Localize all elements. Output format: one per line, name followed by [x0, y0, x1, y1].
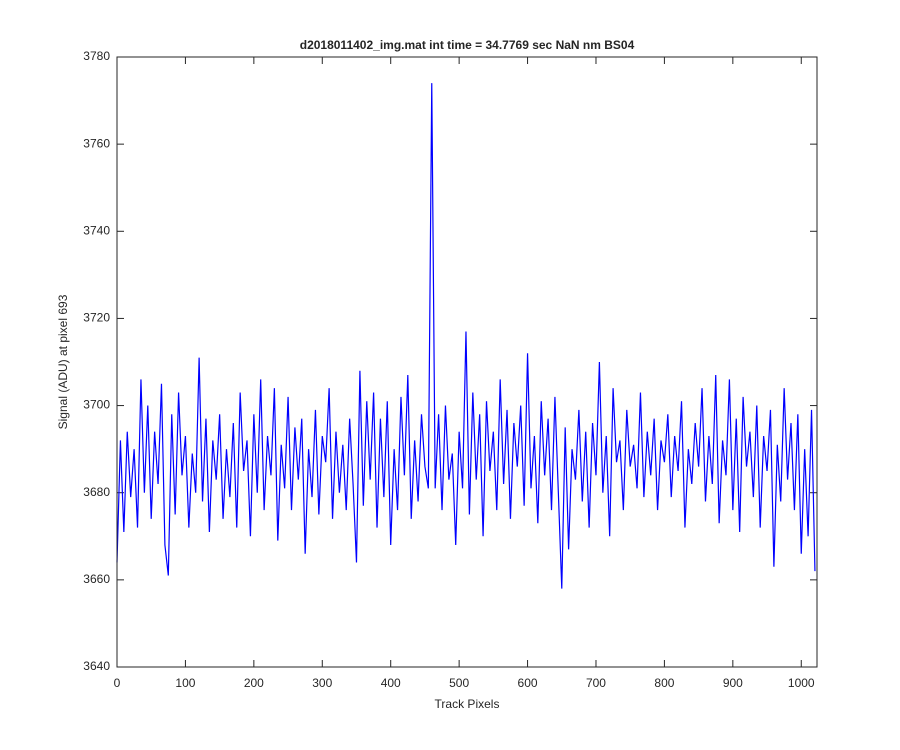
x-tick-label: 300: [312, 676, 332, 690]
y-tick-label: 3680: [83, 485, 110, 499]
x-tick-label: 0: [114, 676, 121, 690]
y-tick-label: 3660: [83, 572, 110, 586]
y-axis-label: Signal (ADU) at pixel 693: [56, 294, 70, 429]
y-tick-label: 3740: [83, 223, 110, 237]
x-tick-label: 100: [175, 676, 195, 690]
x-tick-label: 800: [654, 676, 674, 690]
x-tick-label: 200: [244, 676, 264, 690]
y-tick-label: 3780: [83, 49, 110, 63]
y-tick-label: 3640: [83, 659, 110, 673]
x-tick-label: 700: [586, 676, 606, 690]
data-line: [116, 83, 816, 589]
x-tick-label: 1000: [788, 676, 815, 690]
y-tick-label: 3720: [83, 311, 110, 325]
x-tick-label: 600: [518, 676, 538, 690]
axes-box: [116, 56, 818, 668]
y-tick-label: 3700: [83, 398, 110, 412]
y-tick-label: 3760: [83, 136, 110, 150]
chart-title: d2018011402_img.mat int time = 34.7769 s…: [300, 38, 635, 52]
x-tick-label: 400: [381, 676, 401, 690]
x-axis-label: Track Pixels: [435, 697, 500, 711]
x-tick-label: 900: [723, 676, 743, 690]
x-tick-label: 500: [449, 676, 469, 690]
